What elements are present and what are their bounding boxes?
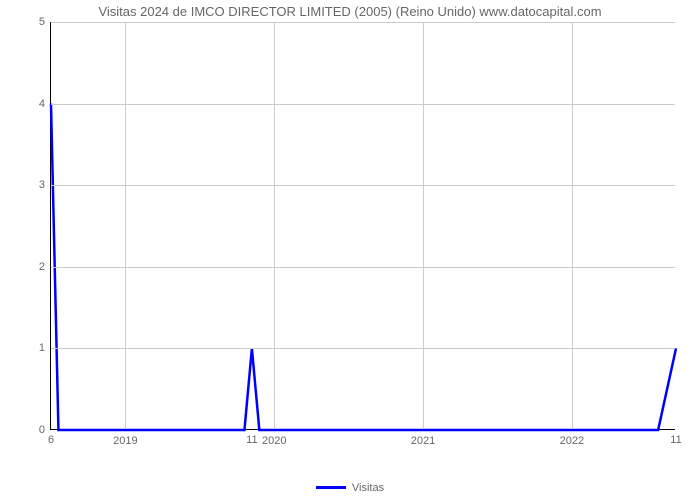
grid-line-h — [51, 348, 675, 349]
data-line-svg — [51, 22, 676, 430]
grid-line-h — [51, 104, 675, 105]
grid-line-h — [51, 22, 675, 23]
chart-title: Visitas 2024 de IMCO DIRECTOR LIMITED (2… — [0, 4, 700, 19]
y-tick-label: 1 — [39, 342, 51, 354]
plot-area: 012345201920202021202261111 — [50, 22, 675, 430]
grid-line-v — [125, 22, 126, 429]
y-tick-label: 4 — [39, 98, 51, 110]
point-label: 11 — [670, 434, 681, 446]
y-tick-label: 2 — [39, 261, 51, 273]
chart-container: Visitas 2024 de IMCO DIRECTOR LIMITED (2… — [0, 0, 700, 500]
legend: Visitas — [0, 480, 700, 494]
legend-item-visitas: Visitas — [316, 482, 384, 494]
x-tick-label: 2021 — [411, 429, 435, 447]
legend-swatch — [316, 486, 346, 489]
grid-line-v — [572, 22, 573, 429]
x-tick-label: 2022 — [560, 429, 584, 447]
grid-line-v — [423, 22, 424, 429]
grid-line-v — [274, 22, 275, 429]
grid-line-h — [51, 185, 675, 186]
point-label: 6 — [48, 434, 54, 446]
legend-label: Visitas — [352, 482, 384, 494]
y-tick-label: 3 — [39, 179, 51, 191]
x-tick-label: 2020 — [262, 429, 286, 447]
x-tick-label: 2019 — [113, 429, 137, 447]
y-tick-label: 5 — [39, 16, 51, 28]
grid-line-h — [51, 267, 675, 268]
point-label: 11 — [246, 434, 257, 446]
